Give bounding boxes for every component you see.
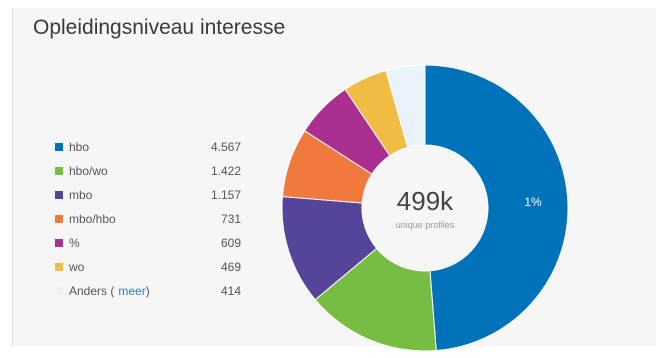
legend-label-text: Anders xyxy=(69,284,108,298)
legend-value: 731 xyxy=(220,212,241,226)
chart-title: Opleidingsniveau interesse xyxy=(33,16,286,39)
center-value: 499k xyxy=(397,186,454,216)
legend-value: 1.422 xyxy=(210,164,241,178)
legend-value: 609 xyxy=(220,236,241,250)
legend-swatch xyxy=(55,239,63,247)
legend-label: Anders (meer) xyxy=(69,284,150,298)
legend-swatch xyxy=(55,215,63,223)
legend-item-mbo: mbo 1.157 xyxy=(55,186,255,210)
slice-label-hbo: 1% xyxy=(524,195,542,209)
legend-label: % xyxy=(69,236,80,250)
donut-chart: 499k unique profiles 1% xyxy=(281,64,569,352)
more-link[interactable]: meer xyxy=(118,284,146,298)
legend-value: 469 xyxy=(220,260,241,274)
legend-swatch xyxy=(55,167,63,175)
legend-swatch xyxy=(55,191,63,199)
legend-item-percent: % 609 xyxy=(55,234,255,258)
donut-slice-anders[interactable] xyxy=(385,64,426,149)
donut-slices xyxy=(281,64,569,352)
legend-item-mbo-hbo: mbo/hbo 731 xyxy=(55,210,255,234)
legend-swatch xyxy=(55,287,63,295)
legend-value: 414 xyxy=(220,284,241,298)
legend-label: hbo xyxy=(69,140,90,154)
legend-value: 4.567 xyxy=(210,140,241,154)
chart-card: Opleidingsniveau interesse hbo 4.567 hbo… xyxy=(12,8,656,352)
legend-item-anders: Anders (meer) 414 xyxy=(55,282,255,306)
legend-label: mbo/hbo xyxy=(69,212,116,226)
legend-label: wo xyxy=(69,260,85,274)
legend-swatch xyxy=(55,143,63,151)
legend-value: 1.157 xyxy=(210,188,241,202)
donut-slice-hbo[interactable] xyxy=(424,64,569,352)
legend-item-hbo: hbo 4.567 xyxy=(55,138,255,162)
legend: hbo 4.567 hbo/wo 1.422 mbo 1.157 mbo/hbo… xyxy=(55,138,255,306)
legend-item-wo: wo 469 xyxy=(55,258,255,282)
center-label: unique profiles xyxy=(396,220,455,230)
legend-item-hbo-wo: hbo/wo 1.422 xyxy=(55,162,255,186)
legend-label: mbo xyxy=(69,188,93,202)
legend-swatch xyxy=(55,263,63,271)
legend-label: hbo/wo xyxy=(69,164,108,178)
